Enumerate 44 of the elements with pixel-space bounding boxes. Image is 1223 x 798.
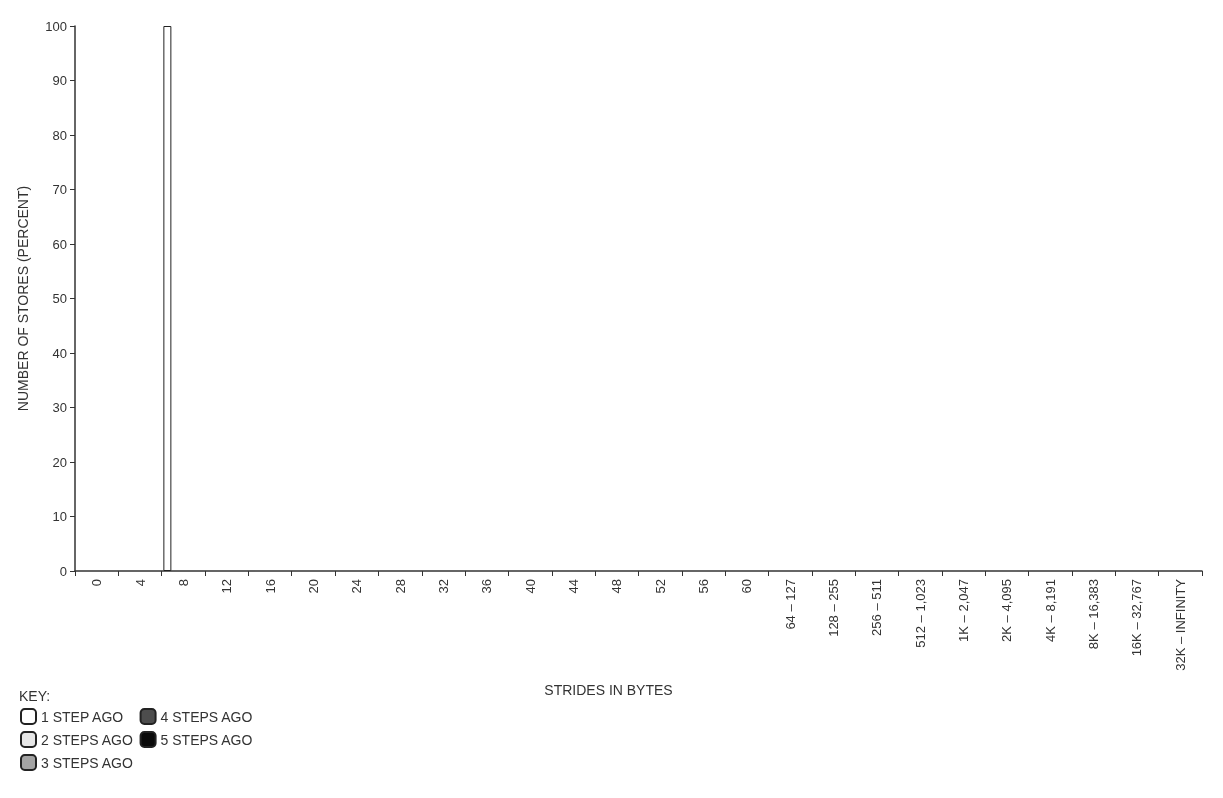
x-tick-label: 8K – 16,383 bbox=[1086, 579, 1102, 650]
x-tick-label: 64 – 127 bbox=[782, 579, 798, 630]
y-axis-title: NUMBER OF STORES (PERCENT) bbox=[15, 185, 31, 412]
x-tick-label: 4 bbox=[132, 579, 148, 587]
y-tick-label: 70 bbox=[52, 182, 67, 197]
x-tick-label: 128 – 255 bbox=[826, 579, 842, 637]
x-tick-label: 8 bbox=[175, 579, 191, 587]
x-tick-label: 60 bbox=[739, 579, 755, 594]
x-tick-label: 0 bbox=[89, 579, 105, 587]
x-tick-label: 32K – INFINITY bbox=[1172, 578, 1188, 671]
x-tick-label: 32 bbox=[435, 579, 451, 594]
x-tick-label: 12 bbox=[219, 579, 235, 594]
y-tick-label: 100 bbox=[45, 18, 67, 34]
x-tick-label: 56 bbox=[696, 579, 712, 594]
x-tick-label: 36 bbox=[479, 579, 495, 594]
y-tick-label: 10 bbox=[52, 509, 67, 524]
x-tick-label: 256 – 511 bbox=[869, 579, 885, 636]
y-tick-label: 60 bbox=[52, 236, 67, 252]
x-axis-title: STRIDES IN BYTES bbox=[544, 682, 673, 698]
y-tick-label: 80 bbox=[52, 127, 67, 143]
legend-title: KEY: bbox=[19, 688, 51, 704]
x-tick-label: 1K – 2,047 bbox=[956, 579, 972, 642]
legend-label: 4 STEPS AGO bbox=[160, 708, 253, 725]
legend-label: 3 STEPS AGO bbox=[41, 754, 133, 771]
legend-label: 2 STEPS AGO bbox=[41, 731, 133, 748]
x-tick-label: 4K – 8,191 bbox=[1042, 579, 1058, 642]
x-tick-label: 44 bbox=[565, 579, 581, 594]
y-tick-label: 40 bbox=[52, 345, 67, 361]
x-tick-label: 16K – 32,767 bbox=[1129, 579, 1145, 657]
x-tick-label: 24 bbox=[349, 579, 365, 594]
y-tick-label: 50 bbox=[52, 291, 67, 306]
y-tick-label: 90 bbox=[52, 73, 67, 88]
legend-label: 5 STEPS AGO bbox=[160, 731, 253, 748]
x-tick-label: 52 bbox=[652, 579, 668, 594]
y-tick-label: 20 bbox=[52, 454, 67, 470]
x-tick-label: 16 bbox=[262, 579, 278, 594]
x-tick-label: 20 bbox=[305, 579, 321, 594]
x-tick-label: 40 bbox=[522, 579, 538, 594]
y-tick-label: 30 bbox=[52, 400, 67, 415]
x-tick-label: 48 bbox=[609, 579, 625, 594]
x-tick-label: 28 bbox=[392, 579, 408, 594]
x-tick-label: 2K – 4,095 bbox=[999, 579, 1015, 642]
legend-label: 1 STEP AGO bbox=[41, 708, 124, 725]
x-tick-label: 512 – 1,023 bbox=[912, 579, 928, 648]
